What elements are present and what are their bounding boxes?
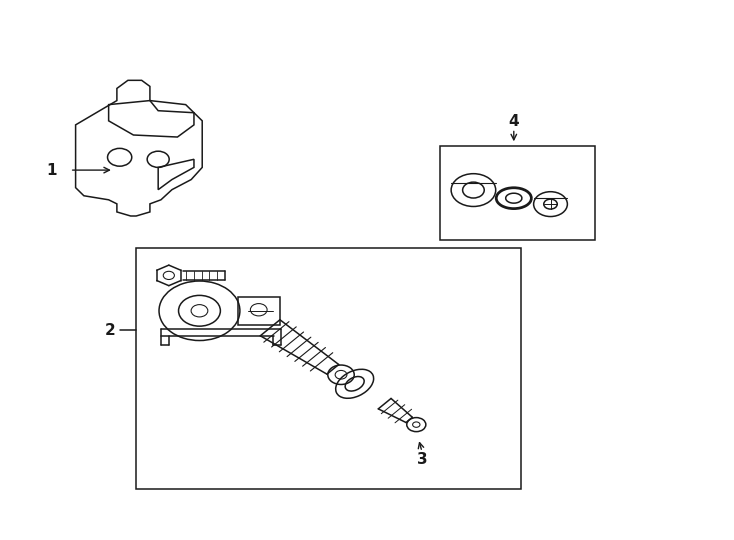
Text: 1: 1 [46,163,57,178]
Text: 4: 4 [509,114,519,129]
Bar [440,146,595,240]
Text: 3: 3 [417,451,427,467]
Text: 2: 2 [105,323,115,338]
Bar [136,248,521,489]
Bar [238,297,280,325]
